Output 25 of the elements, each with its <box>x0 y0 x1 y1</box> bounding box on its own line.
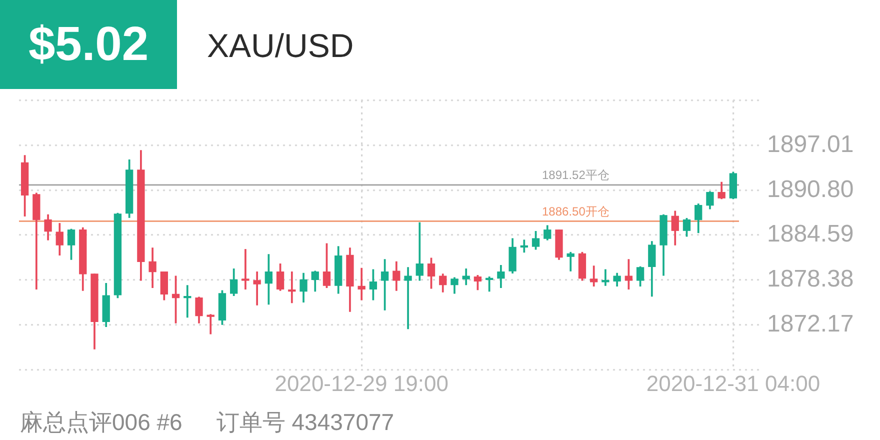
candlestick <box>184 285 192 318</box>
y-tick-label: 1897.01 <box>767 130 854 158</box>
y-tick-label: 1872.17 <box>767 310 854 338</box>
candlestick <box>404 267 412 330</box>
candlestick <box>485 276 494 292</box>
ref-line-label: 1891.52平仓 <box>542 168 610 182</box>
candlestick <box>520 240 528 253</box>
chart-title: XAU/USD <box>207 27 354 64</box>
candlestick <box>253 271 261 306</box>
text: 麻总点评006 #6 <box>20 408 182 437</box>
candlestick <box>242 249 250 290</box>
y-tick-label: 1878.38 <box>767 265 854 292</box>
y-tick-label: 1884.59 <box>767 220 854 248</box>
chart-subtitle: $5.02 <box>28 17 149 72</box>
ref-line-label: 1886.50开仓 <box>542 204 610 219</box>
y-tick-label: 1890.80 <box>767 176 854 203</box>
candlestick <box>624 259 633 290</box>
candlestick <box>288 271 296 304</box>
candlestick <box>206 314 214 334</box>
text: 订单号 43437077 <box>216 408 394 437</box>
candlestick <box>358 268 366 300</box>
x-tick-label: 2020-12-29 19:00 <box>274 370 448 396</box>
x-tick-label: 2020-12-31 04:00 <box>646 370 820 396</box>
candlestick <box>602 269 610 286</box>
candlestick <box>590 266 598 287</box>
